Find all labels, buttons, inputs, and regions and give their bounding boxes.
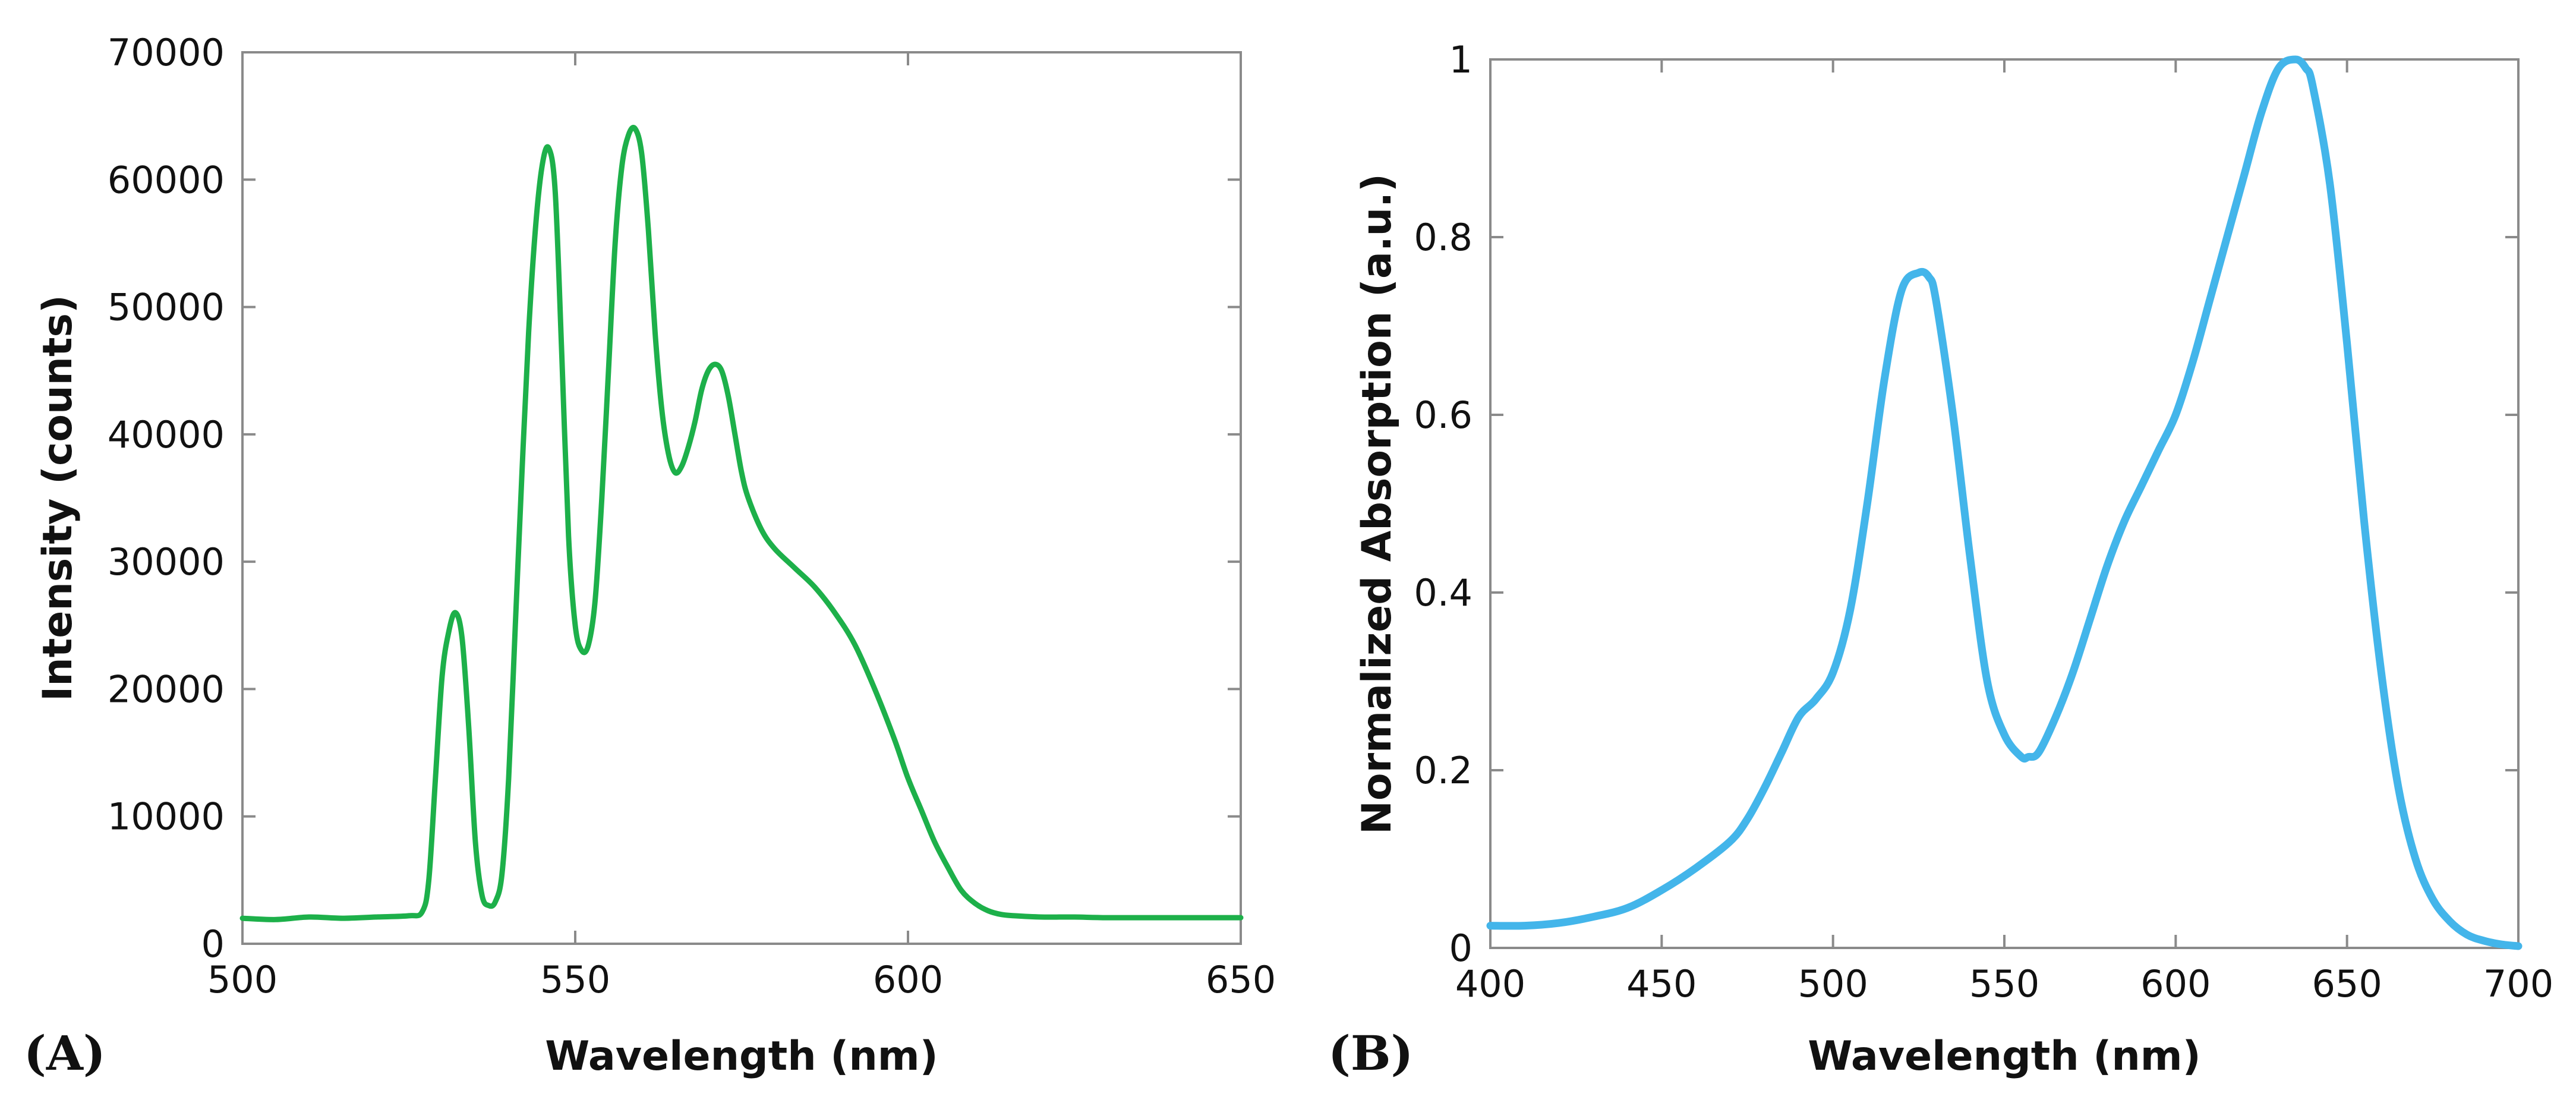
panel-b-letter: (B) xyxy=(1328,1025,1413,1081)
panel-b: 400 450 500 550 600 650 700 0 0.2 0.4 0.6 0.8 1 Wave… xyxy=(1328,38,2553,1081)
panel-a: 500 550 600 650 0 10000 20000 30000 40000 50000 60… xyxy=(24,31,1276,1081)
panel-b-y-axis-label: Normalized Absorption (a.u.) xyxy=(1354,174,1401,834)
panel-b-y-tick-label: 0.4 xyxy=(1414,571,1473,615)
panel-b-x-tick-label: 450 xyxy=(1626,962,1697,1006)
panel-b-x-tick-label: 600 xyxy=(2140,962,2211,1006)
panel-a-y-tick-label: 50000 xyxy=(108,286,225,329)
panel-a-emission-line xyxy=(239,125,1244,922)
panel-b-x-axis-label: Wavelength (nm) xyxy=(1808,1033,2200,1080)
panel-b-y-tick-label: 0 xyxy=(1449,927,1473,970)
panel-a-y-axis-label: Intensity (counts) xyxy=(34,295,81,701)
panel-b-ticks: 400 450 500 550 600 650 700 0 0.2 0.4 0.6 0.8 1 xyxy=(1414,38,2553,1006)
panel-a-x-tick-label: 650 xyxy=(1206,958,1276,1001)
panel-a-y-tick-label: 10000 xyxy=(108,795,225,839)
panel-a-x-tick-label: 500 xyxy=(207,958,278,1001)
panel-b-x-tick-label: 650 xyxy=(2312,962,2382,1006)
panel-a-y-tick-label: 0 xyxy=(201,922,225,966)
panel-a-y-tick-label: 60000 xyxy=(108,158,225,201)
panel-b-x-tick-label: 500 xyxy=(1798,962,1868,1006)
panel-a-x-tick-label: 550 xyxy=(540,958,610,1001)
panel-b-y-tick-label: 1 xyxy=(1449,38,1473,81)
panel-a-y-tick-label: 20000 xyxy=(108,667,225,711)
panel-b-x-tick-label: 400 xyxy=(1455,962,1525,1006)
panel-a-x-axis-label: Wavelength (nm) xyxy=(545,1033,938,1080)
panel-b-x-tick-label: 700 xyxy=(2483,962,2553,1006)
panel-a-x-tick-label: 600 xyxy=(873,958,943,1001)
panel-a-y-tick-label: 40000 xyxy=(108,413,225,456)
panel-b-y-tick-label: 0.2 xyxy=(1414,749,1473,792)
panel-a-ticks: 500 550 600 650 0 10000 20000 30000 40000 50000 60… xyxy=(108,31,1276,1001)
panel-a-y-tick-label: 30000 xyxy=(108,540,225,584)
panel-a-letter: (A) xyxy=(24,1025,106,1081)
panel-b-absorption-line xyxy=(1486,55,2523,950)
panel-a-plot-frame xyxy=(241,51,1242,945)
panel-b-y-tick-label: 0.8 xyxy=(1414,216,1473,259)
panel-b-y-tick-label: 0.6 xyxy=(1414,393,1473,437)
panel-b-x-tick-label: 550 xyxy=(1969,962,2039,1006)
panel-a-y-tick-label: 70000 xyxy=(108,31,225,74)
